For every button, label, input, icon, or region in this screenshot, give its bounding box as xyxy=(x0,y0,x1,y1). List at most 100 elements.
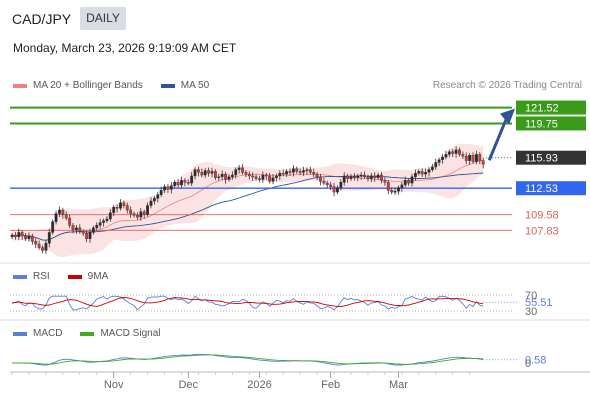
candle-bullish xyxy=(98,222,102,226)
candle-bullish xyxy=(193,169,197,177)
candle-bullish xyxy=(44,242,48,251)
candle-bullish xyxy=(430,166,434,170)
candle-bullish xyxy=(152,198,156,202)
candle-bullish xyxy=(339,181,343,188)
candle-bullish xyxy=(359,174,363,177)
candle-bullish xyxy=(437,159,441,163)
candle-bullish xyxy=(414,173,417,178)
pivot-level-label: 112.53 xyxy=(525,183,558,195)
candle-bullish xyxy=(291,168,295,173)
candle-bullish xyxy=(278,173,282,177)
candle-bearish xyxy=(407,180,411,184)
rsi-last-value: 55.51 xyxy=(525,297,553,309)
candle-bullish xyxy=(58,209,61,214)
candle-bearish xyxy=(213,171,217,178)
candle-bearish xyxy=(200,172,204,176)
candle-bearish xyxy=(366,176,370,179)
macd-zero-label: 0 xyxy=(525,358,531,370)
macd-legend: MACD MACD Signal xyxy=(13,328,178,339)
candle-bearish xyxy=(37,243,41,248)
candle-bearish xyxy=(64,214,68,219)
candle-bullish xyxy=(305,169,309,171)
candle-bullish xyxy=(424,172,427,175)
candle-bullish xyxy=(417,171,421,174)
candle-bullish xyxy=(227,176,231,180)
candle-bullish xyxy=(51,221,55,233)
candle-bearish xyxy=(183,180,187,183)
candle-bearish xyxy=(380,174,383,181)
candle-bullish xyxy=(261,174,265,180)
candle-bearish xyxy=(132,213,136,216)
candle-bearish xyxy=(461,154,465,157)
candle-bullish xyxy=(302,170,305,173)
macd-signal-swatch-icon xyxy=(80,331,95,336)
candle-bearish xyxy=(142,211,146,215)
candle-bullish xyxy=(349,176,353,179)
forecast-arrow-head-icon xyxy=(500,108,515,125)
pivot-level-box xyxy=(516,181,586,196)
candle-bullish xyxy=(27,235,31,239)
candle-bearish xyxy=(346,175,350,179)
legend-label: 9MA xyxy=(87,271,109,282)
candle-bullish xyxy=(369,175,373,179)
legend-ma20-bollinger: MA 20 + Bollinger Bands xyxy=(13,80,143,91)
candle-bearish xyxy=(125,205,129,211)
candle-bullish xyxy=(400,184,404,188)
candle-bearish xyxy=(122,202,126,206)
candle-bullish xyxy=(163,186,166,191)
report-datetime: Monday, March 23, 2026 9:19:09 AM CET xyxy=(13,41,237,55)
candle-bullish xyxy=(10,234,14,238)
timeframe-badge[interactable]: DAILY xyxy=(80,7,126,30)
forecast-arrow-shaft xyxy=(487,119,508,161)
rsi-swatch-icon xyxy=(13,274,27,279)
candle-bearish xyxy=(298,171,302,173)
candle-bullish xyxy=(275,175,278,178)
candle-bullish xyxy=(336,187,339,193)
candle-bearish xyxy=(224,173,227,180)
candle-bullish xyxy=(376,174,380,178)
candle-bearish xyxy=(458,149,461,155)
candle-bullish xyxy=(356,175,360,178)
candle-bearish xyxy=(308,169,312,173)
candle-bullish xyxy=(112,207,116,213)
macd-line xyxy=(11,353,484,366)
candle-bearish xyxy=(68,217,72,226)
candle-bearish xyxy=(383,180,387,183)
candle-bearish xyxy=(247,173,251,177)
rsi-9ma-line xyxy=(11,297,484,308)
credit-text: Research © 2026 Trading Central xyxy=(432,80,582,91)
candle-bearish xyxy=(329,184,333,187)
candle-bearish xyxy=(471,155,475,162)
legend-rsi: RSI xyxy=(13,271,50,282)
legend-rsi-9ma: 9MA xyxy=(67,271,109,282)
candle-bearish xyxy=(319,176,322,182)
candle-bullish xyxy=(393,190,397,193)
candle-bullish xyxy=(173,181,177,186)
candle-bullish xyxy=(159,190,163,195)
target-level-label: 119.75 xyxy=(525,118,558,130)
legend-label: MACD Signal xyxy=(100,328,161,339)
candle-bullish xyxy=(88,232,92,239)
candle-bearish xyxy=(288,171,292,173)
candle-bullish xyxy=(403,180,407,186)
x-axis-tick-label: Mar xyxy=(389,379,408,391)
legend-label: MACD xyxy=(33,328,63,339)
candle-bullish xyxy=(468,155,472,161)
ma50-line xyxy=(11,172,484,241)
candle-bullish xyxy=(210,171,214,174)
candle-bullish xyxy=(54,213,58,222)
macd-signal-line xyxy=(12,354,484,365)
candle-bearish xyxy=(241,167,244,173)
candle-bullish xyxy=(447,151,451,155)
candle-bullish xyxy=(234,169,238,176)
candle-bullish xyxy=(102,220,105,223)
candle-bullish xyxy=(47,232,51,244)
target-level-box xyxy=(516,116,586,131)
macd-last-value: 0.58 xyxy=(525,355,546,367)
candle-bullish xyxy=(149,200,153,206)
legend-ma50: MA 50 xyxy=(160,80,209,91)
candle-bearish xyxy=(136,215,139,218)
candle-bearish xyxy=(390,190,394,193)
candle-bearish xyxy=(315,173,319,178)
